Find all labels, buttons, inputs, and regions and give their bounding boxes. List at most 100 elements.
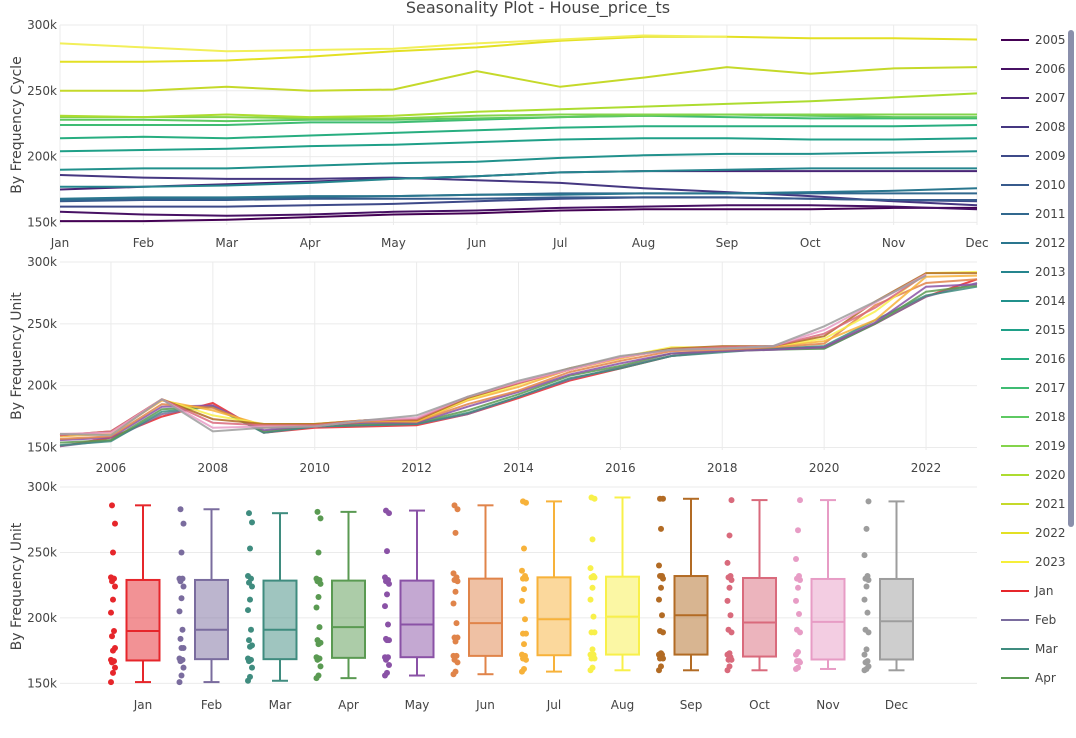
- x-tick-label: 2010: [299, 461, 330, 475]
- box-point: [726, 584, 733, 591]
- box-point: [864, 573, 871, 580]
- box-point: [519, 567, 525, 574]
- box-point: [111, 628, 117, 635]
- box-point: [658, 584, 664, 591]
- x-tick-label: Jan: [50, 236, 70, 250]
- box-point: [589, 646, 596, 653]
- y-tick-label: 200k: [27, 611, 57, 625]
- legend-item-2006[interactable]: 2006: [1001, 62, 1066, 76]
- x-tick-label: Sep: [680, 698, 703, 712]
- legend-item-2014[interactable]: 2014: [1001, 294, 1066, 308]
- box-point: [863, 646, 870, 653]
- box-May: [399, 579, 435, 659]
- box-point: [656, 596, 662, 603]
- legend-label: 2007: [1035, 91, 1066, 105]
- legend-item-apr[interactable]: Apr: [1001, 671, 1056, 685]
- box-point: [112, 664, 118, 671]
- box-point: [793, 597, 799, 604]
- legend-label: 2023: [1035, 555, 1066, 569]
- x-tick-label: Nov: [882, 236, 905, 250]
- box-point: [726, 532, 733, 539]
- box-point: [110, 596, 116, 603]
- legend-item-2005[interactable]: 2005: [1001, 33, 1066, 47]
- box-point: [590, 573, 597, 580]
- legend-item-2017[interactable]: 2017: [1001, 381, 1066, 395]
- legend-label: 2008: [1035, 120, 1066, 134]
- box-point: [112, 645, 118, 652]
- legend-label: 2005: [1035, 33, 1066, 47]
- y-tick-label: 150k: [27, 676, 57, 690]
- legend-item-2009[interactable]: 2009: [1001, 149, 1066, 163]
- legend[interactable]: 2005 2006 2007 2008 2009 2010 2011 2012 2013 2014…: [1001, 33, 1066, 685]
- box-point: [521, 545, 527, 552]
- series-line-2006: [59, 204, 978, 217]
- x-tick-label: 2006: [96, 461, 127, 475]
- legend-item-2008[interactable]: 2008: [1001, 120, 1066, 134]
- legend-item-2011[interactable]: 2011: [1001, 207, 1066, 221]
- box-point: [112, 520, 118, 527]
- series-line-2013: [60, 167, 977, 188]
- box-Mar: [262, 579, 298, 661]
- box-point: [178, 595, 185, 602]
- legend-label: 2015: [1035, 323, 1066, 337]
- box-point: [249, 519, 255, 526]
- y-tick-label: 250k: [27, 84, 57, 98]
- series-line-2016: [59, 124, 978, 140]
- legend-item-2023[interactable]: 2023: [1001, 555, 1066, 569]
- box-point: [452, 668, 459, 675]
- legend-item-2016[interactable]: 2016: [1001, 352, 1066, 366]
- legend-label: 2021: [1035, 497, 1066, 511]
- legend-item-2007[interactable]: 2007: [1001, 91, 1066, 105]
- legend-item-2021[interactable]: 2021: [1001, 497, 1066, 511]
- box-point: [247, 545, 253, 552]
- box-point: [317, 515, 324, 522]
- legend-item-mar[interactable]: Mar: [1001, 642, 1058, 656]
- y-axis-label: By Frequency Cycle: [9, 56, 25, 193]
- box-point: [658, 650, 664, 657]
- legend-label: Mar: [1035, 642, 1058, 656]
- box-point: [589, 584, 596, 591]
- box-point: [314, 508, 321, 515]
- legend-item-2020[interactable]: 2020: [1001, 468, 1066, 482]
- box-point: [315, 672, 322, 679]
- box-Jan: [125, 578, 161, 662]
- box-point: [245, 573, 251, 580]
- legend-item-jan[interactable]: Jan: [1001, 584, 1054, 598]
- box-Apr: [331, 579, 366, 659]
- box-point: [796, 610, 802, 617]
- series-line-Dec: [59, 274, 927, 437]
- box-point: [795, 648, 801, 655]
- legend-label: Feb: [1035, 613, 1056, 627]
- legend-item-feb[interactable]: Feb: [1001, 613, 1056, 627]
- series-line-2012: [59, 187, 978, 200]
- series-line-2020: [59, 92, 978, 119]
- box-point: [794, 626, 800, 633]
- legend-label: 2010: [1035, 178, 1066, 192]
- box-point: [317, 663, 324, 670]
- legend-item-2012[interactable]: 2012: [1001, 236, 1066, 250]
- box-point: [521, 641, 527, 648]
- legend-item-2015[interactable]: 2015: [1001, 323, 1066, 337]
- box-point: [861, 596, 868, 603]
- x-tick-label: Nov: [816, 698, 839, 712]
- series-line-2019: [60, 113, 977, 120]
- legend-item-2018[interactable]: 2018: [1001, 410, 1066, 424]
- legend-item-2013[interactable]: 2013: [1001, 265, 1066, 279]
- box-point: [180, 520, 187, 527]
- box-point: [522, 616, 528, 623]
- legend-item-2022[interactable]: 2022: [1001, 526, 1066, 540]
- box-point: [657, 495, 663, 502]
- box-point: [384, 548, 390, 555]
- box-point: [590, 613, 597, 620]
- legend-scrollbar[interactable]: [1068, 30, 1074, 527]
- box-point: [248, 626, 254, 633]
- legend-item-2019[interactable]: 2019: [1001, 439, 1066, 453]
- legend-item-2010[interactable]: 2010: [1001, 178, 1066, 192]
- box-point: [656, 562, 662, 569]
- box-point: [588, 494, 595, 501]
- box-point: [659, 573, 665, 580]
- box-Jun: [468, 577, 503, 657]
- box-point: [726, 663, 733, 670]
- box-point: [725, 626, 732, 633]
